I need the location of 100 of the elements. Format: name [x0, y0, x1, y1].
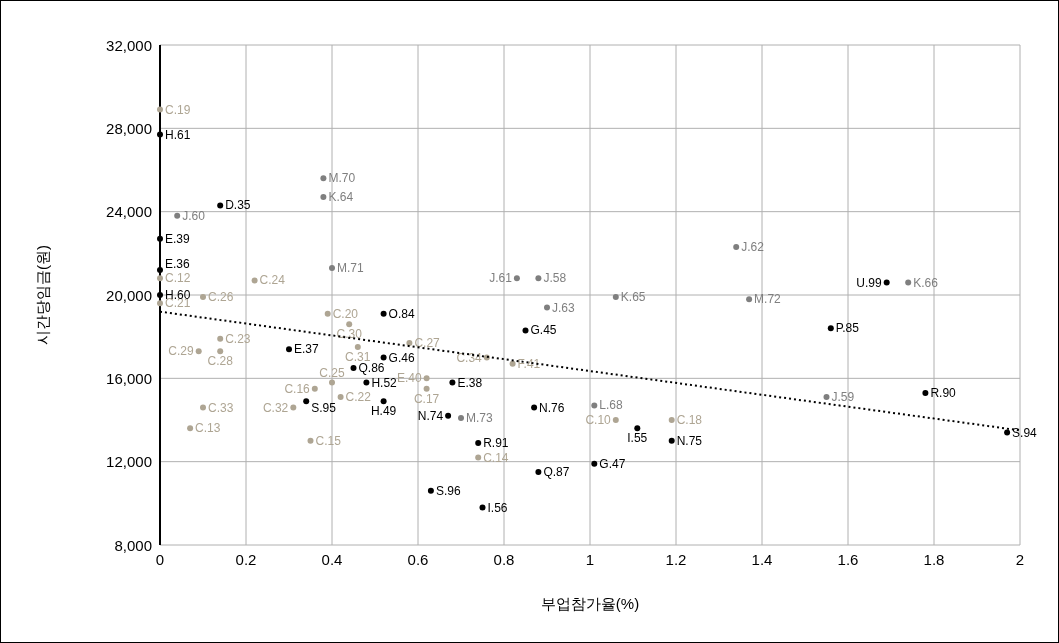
data-label: C.34 [456, 350, 483, 365]
data-label: I.56 [487, 500, 508, 515]
point [823, 394, 830, 401]
point [217, 348, 224, 355]
y-tick-label: 20,000 [106, 286, 152, 304]
data-label: J.63 [552, 300, 576, 315]
point [311, 385, 318, 392]
point [217, 202, 224, 209]
data-label: C.25 [319, 365, 345, 380]
data-label: G.46 [388, 350, 415, 365]
x-tick-label: 0.2 [235, 551, 257, 568]
data-label: K.65 [620, 290, 646, 305]
point [187, 425, 194, 432]
point [251, 277, 258, 284]
point [883, 279, 890, 286]
data-label: H.49 [370, 404, 397, 419]
x-tick-label: 1.2 [665, 551, 687, 568]
point [174, 212, 181, 219]
y-tick-label: 12,000 [106, 453, 152, 471]
data-label: S.94 [1012, 425, 1038, 440]
point [200, 404, 206, 411]
data-label: E.36 [165, 256, 191, 271]
point [591, 402, 598, 409]
point [195, 348, 202, 355]
data-label: C.24 [259, 273, 286, 288]
point [157, 106, 163, 113]
data-label: S.96 [435, 483, 461, 498]
data-label: M.70 [328, 171, 356, 186]
data-label: J.62 [741, 240, 765, 255]
point [1004, 429, 1011, 436]
point [200, 294, 206, 301]
point [612, 294, 619, 301]
data-label: M.71 [337, 260, 364, 275]
point [427, 487, 434, 494]
x-tick-label: 1 [585, 551, 595, 568]
point [458, 414, 464, 421]
data-label: C.14 [483, 450, 509, 465]
point [337, 394, 344, 401]
point [329, 379, 335, 386]
data-label: N.75 [676, 433, 703, 448]
point [445, 412, 452, 419]
point [922, 389, 929, 396]
point [157, 275, 163, 282]
point [307, 437, 314, 444]
data-label: C.19 [165, 102, 191, 117]
data-label: P.85 [835, 321, 860, 336]
point [531, 404, 538, 411]
data-label: C.27 [414, 335, 441, 350]
data-label: J.59 [831, 390, 855, 405]
x-tick-label: 0.8 [493, 551, 515, 568]
point [423, 385, 430, 392]
data-label: C.30 [336, 327, 363, 342]
data-label: C.29 [168, 344, 195, 359]
data-label: H.61 [165, 127, 191, 142]
point [509, 360, 516, 367]
y-axis-title: 시간당임금(원) [34, 245, 51, 345]
data-label: E.39 [165, 231, 191, 246]
point [324, 310, 331, 317]
data-label: Q.87 [543, 465, 570, 480]
data-label: C.17 [413, 391, 440, 406]
point [380, 354, 387, 361]
data-label: J.60 [182, 208, 206, 223]
point [157, 131, 163, 138]
y-tick-label: 24,000 [106, 203, 152, 221]
data-label: C.23 [225, 331, 251, 346]
data-label: C.32 [262, 400, 289, 415]
point [827, 325, 834, 332]
point [668, 417, 675, 423]
point [423, 375, 430, 382]
data-label: M.72 [754, 292, 782, 307]
y-tick-label: 8,000 [114, 536, 152, 554]
point [157, 292, 163, 298]
point [535, 275, 542, 282]
point [346, 321, 353, 328]
point [475, 454, 482, 461]
data-label: Q.86 [358, 360, 385, 375]
y-tick-label: 28,000 [106, 119, 152, 137]
point [513, 275, 520, 282]
x-tick-label: 1.4 [751, 551, 773, 568]
point [544, 304, 550, 311]
point [157, 235, 163, 242]
data-label: C.26 [208, 290, 234, 305]
data-label: C.28 [207, 354, 234, 369]
point [535, 469, 542, 476]
point [406, 339, 413, 346]
data-label: N.74 [417, 408, 444, 423]
data-label: O.84 [388, 306, 415, 321]
x-tick-label: 0 [155, 551, 165, 568]
point [380, 398, 387, 405]
data-label: C.15 [315, 433, 342, 448]
data-label: K.64 [328, 190, 354, 205]
data-label: F.41 [517, 356, 541, 371]
point [612, 417, 619, 423]
data-label: C.13 [195, 421, 221, 436]
data-label: D.35 [225, 198, 251, 213]
point [522, 327, 529, 334]
data-label: U.99 [856, 275, 883, 290]
data-label: C.12 [165, 271, 191, 286]
point [475, 439, 482, 446]
x-tick-label: 2 [1015, 551, 1025, 568]
